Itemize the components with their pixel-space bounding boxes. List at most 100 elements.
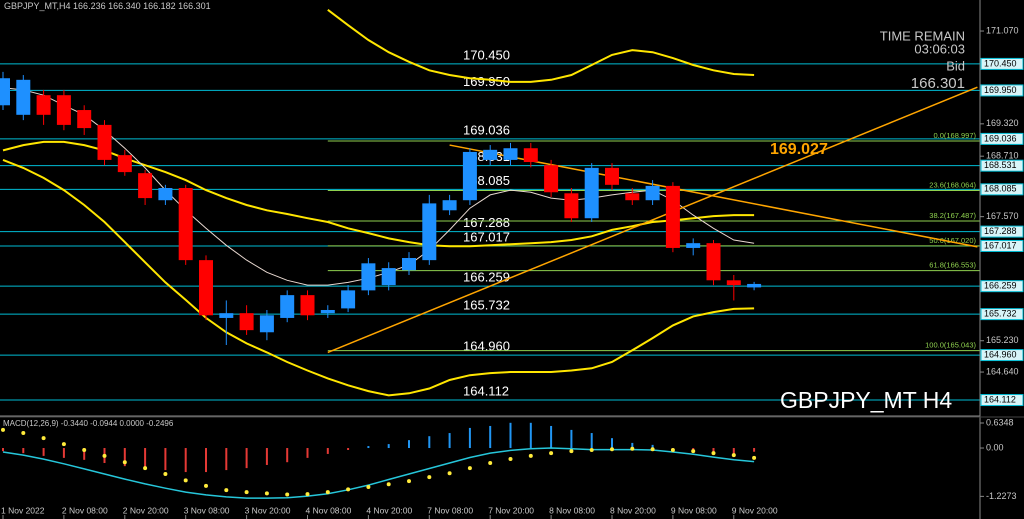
histogram-bar <box>306 448 309 458</box>
candle-body <box>442 200 457 211</box>
y-tick-label: 0.6348 <box>986 417 1014 427</box>
signal-dot <box>305 492 310 497</box>
candle-body <box>605 167 619 185</box>
level-box <box>980 57 1024 70</box>
histogram-bar <box>245 448 248 469</box>
y-tick-label: 169.320 <box>986 118 1019 128</box>
histogram-bar <box>509 422 512 449</box>
histogram-bar <box>529 422 532 449</box>
candle-body <box>280 295 295 318</box>
level-box <box>980 239 1024 252</box>
candle-body <box>584 167 599 219</box>
level-label: 169.036 <box>463 122 510 137</box>
signal-dot <box>752 455 757 460</box>
candle-body <box>158 188 173 201</box>
histogram-bar <box>468 427 471 449</box>
candle-body <box>239 313 254 331</box>
fib-label: 61.8(166.553) <box>929 261 976 270</box>
signal-dot <box>21 431 26 436</box>
fib-label: 23.6(168.064) <box>929 180 976 189</box>
y-tick-label: 168.710 <box>986 151 1019 161</box>
signal-dot <box>427 475 432 480</box>
histogram-bar <box>387 444 390 449</box>
chart-header: GBPJPY_MT,H4 166.236 166.340 166.182 166… <box>4 1 211 11</box>
level-label: 170.450 <box>463 47 510 62</box>
candle-body <box>523 148 538 163</box>
level-axis-label: 168.085 <box>984 184 1017 194</box>
candle-body <box>77 110 92 129</box>
histogram-bar <box>326 448 329 454</box>
text-layer: GBPJPY_MT,H4 166.236 166.340 166.182 166… <box>3 1 965 428</box>
signal-dot <box>711 451 716 456</box>
y-tick-label: 0.00 <box>986 442 1004 452</box>
x-tick-label: 4 Nov 08:00 <box>306 505 352 515</box>
fib-label: 50.0(167.020) <box>929 236 976 245</box>
histogram-bar <box>205 448 207 473</box>
x-tick-label: 8 Nov 08:00 <box>549 505 595 515</box>
overlay-line <box>2 87 755 286</box>
signal-dot <box>447 471 452 476</box>
signal-dot <box>731 453 736 458</box>
level-box <box>980 183 1024 196</box>
level-box <box>980 84 1024 97</box>
time-remain-label: TIME REMAIN <box>880 28 965 43</box>
level-label: 167.288 <box>463 215 510 230</box>
signal-dot <box>528 453 533 458</box>
histogram-bar <box>448 433 451 449</box>
overlay-line <box>2 158 755 397</box>
macd-title: MACD(12,26,9) -0.3440 -0.0944 0.0000 -0.… <box>3 419 174 428</box>
signal-dot <box>122 460 127 465</box>
candle-body <box>645 185 660 201</box>
candle-body <box>686 243 701 248</box>
histogram-bar <box>184 448 187 473</box>
candle-body <box>503 148 518 160</box>
histogram-bar <box>550 425 553 449</box>
histogram-bar <box>286 448 289 463</box>
signal-dot <box>589 447 594 452</box>
x-tick-label: 1 Nov 2022 <box>1 505 45 515</box>
signal-dot <box>183 478 188 483</box>
signal-dot <box>41 436 46 441</box>
level-box <box>980 132 1024 145</box>
x-tick-label: 7 Nov 08:00 <box>427 505 473 515</box>
histogram-bar <box>712 448 715 454</box>
histogram-bar <box>590 433 593 449</box>
signal-dot <box>244 490 249 495</box>
watermark: GBPJPY_MT H4 <box>780 387 952 413</box>
candle-body <box>219 313 234 318</box>
histogram-bar <box>732 448 735 454</box>
level-axis-label: 168.531 <box>984 160 1017 170</box>
histogram-bar <box>570 429 573 449</box>
x-tick-label: 2 Nov 20:00 <box>123 505 169 515</box>
signal-dot <box>366 485 371 490</box>
level-box <box>980 349 1024 362</box>
histogram-bar <box>123 448 126 467</box>
candle-body <box>36 95 51 115</box>
signal-dot <box>285 492 290 497</box>
histogram-bar <box>631 442 634 449</box>
signal-dot <box>325 490 330 495</box>
signal-dot <box>204 483 208 488</box>
signal-dot <box>670 447 675 452</box>
histogram-bar <box>164 448 167 471</box>
x-tick-label: 9 Nov 20:00 <box>732 505 778 515</box>
fib-label: 0.0(168.997) <box>933 131 976 140</box>
candle-body <box>422 203 437 261</box>
time-remain: 03:06:03 <box>914 41 965 56</box>
y-tick-label: 171.070 <box>986 25 1019 35</box>
histogram-bar <box>144 448 147 469</box>
signal-dot <box>467 466 472 471</box>
trendline <box>327 86 978 354</box>
level-box <box>980 159 1024 172</box>
signal-dot <box>508 457 513 462</box>
signal-dot <box>488 460 493 465</box>
candle-body <box>483 149 498 160</box>
candle-body <box>300 295 315 316</box>
candle-body <box>564 193 579 219</box>
candle-body <box>16 79 31 115</box>
signal-dot <box>386 482 391 487</box>
level-axis-label: 165.732 <box>984 309 1017 319</box>
symbol: GBPJPY_MT,H4 <box>4 1 71 11</box>
level-label: 165.732 <box>463 298 510 313</box>
